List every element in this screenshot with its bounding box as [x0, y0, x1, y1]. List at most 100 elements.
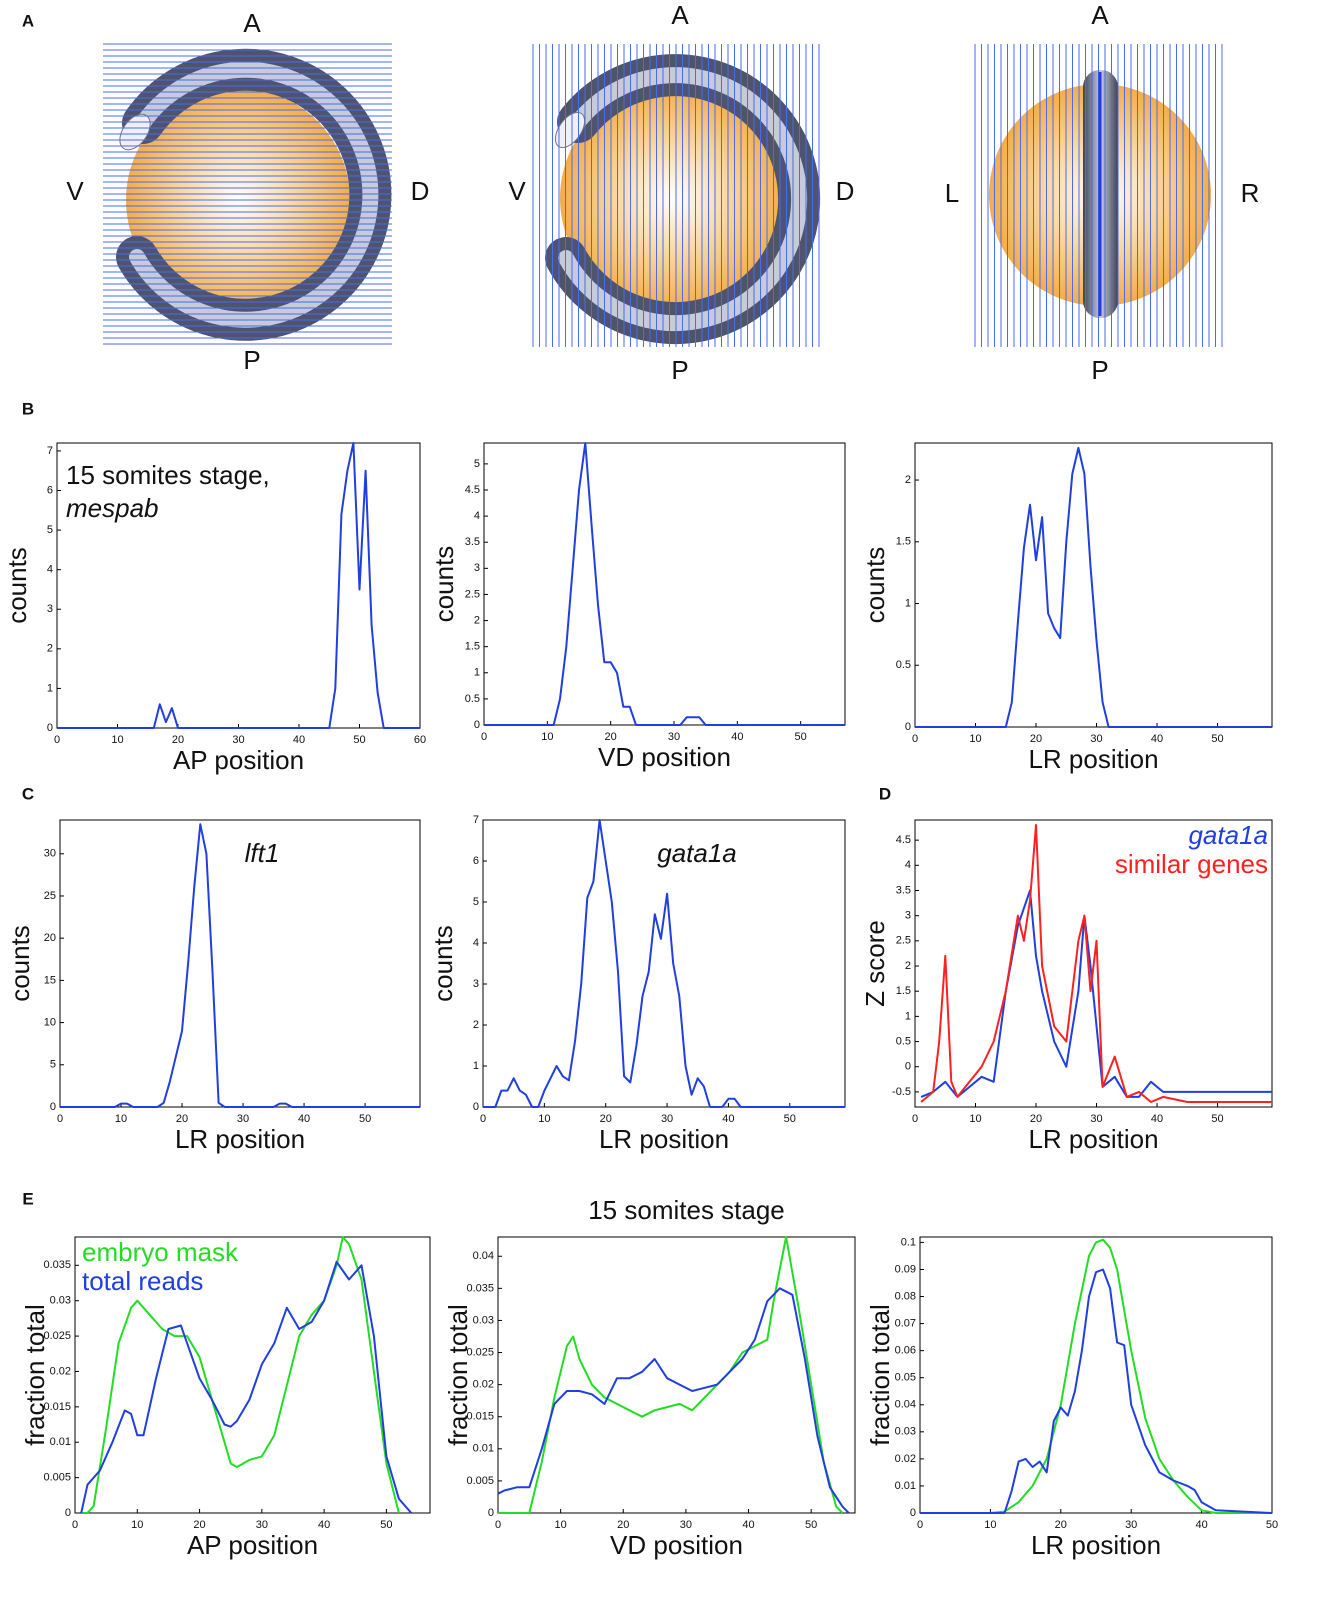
x-tick-label: 30	[237, 1113, 249, 1125]
x-tick-label: 10	[538, 1113, 550, 1125]
x-tick-label: 30	[256, 1519, 268, 1531]
data-line	[920, 1268, 1273, 1514]
x-tick-label: 0	[917, 1519, 923, 1531]
data-line	[57, 442, 420, 729]
y-tick-label: 0.02	[50, 1365, 71, 1377]
annotation: mespab	[66, 493, 159, 523]
y-tick-label: 5	[474, 458, 480, 470]
x-tick-label: 40	[293, 734, 305, 746]
y-tick-label: 0.03	[50, 1295, 71, 1307]
y-tick-label: 0.015	[466, 1411, 494, 1423]
x-tick-label: 0	[54, 734, 60, 746]
x-tick-label: 0	[912, 733, 918, 745]
x-tick-label: 40	[1151, 733, 1163, 745]
x-tick-label: 50	[795, 731, 807, 743]
y-tick-label: 4	[47, 564, 53, 576]
y-tick-label: 0	[65, 1507, 71, 1519]
x-tick-label: 30	[680, 1519, 692, 1531]
data-line	[483, 819, 845, 1108]
legend-entry: total reads	[82, 1266, 203, 1296]
y-tick-label: 0.005	[466, 1475, 494, 1487]
y-tick-label: 3	[905, 910, 911, 922]
y-tick-label: 0	[910, 1507, 916, 1519]
y-tick-label: 0.03	[895, 1426, 916, 1438]
x-tick-label: 30	[668, 731, 680, 743]
x-tick-label: 30	[661, 1113, 673, 1125]
y-tick-label: 6	[473, 855, 479, 867]
x-tick-label: 10	[969, 733, 981, 745]
x-tick-label: 50	[359, 1113, 371, 1125]
y-tick-label: 0.01	[895, 1480, 916, 1492]
panel-label: E	[22, 1189, 33, 1208]
axes-frame	[914, 819, 1273, 1108]
annotation: gata1a	[657, 838, 737, 868]
y-tick-label: 1	[47, 682, 53, 694]
y-tick-label: 0.005	[43, 1472, 71, 1484]
x-tick-label: 40	[318, 1519, 330, 1531]
y-tick-label: 0	[488, 1507, 494, 1519]
panel-label: B	[22, 399, 34, 418]
x-tick-label: 40	[742, 1519, 754, 1531]
annotation: 15 somites stage,	[66, 460, 270, 490]
y-tick-label: 0	[474, 719, 480, 731]
legend-entry: embryo mask	[82, 1237, 239, 1267]
y-tick-label: 20	[44, 932, 56, 944]
chart-title: 15 somites stage	[588, 1195, 785, 1225]
y-axis-label: fraction total	[20, 1304, 50, 1446]
orientation-label: A	[671, 0, 689, 30]
axes-frame	[483, 442, 846, 726]
data-line	[81, 1236, 400, 1514]
y-tick-label: 7	[473, 814, 479, 826]
y-tick-label: 0	[905, 1061, 911, 1073]
y-tick-label: 0	[47, 722, 53, 734]
x-tick-label: 40	[722, 1113, 734, 1125]
y-tick-label: 2.5	[896, 935, 911, 947]
legend-entry: similar genes	[1115, 849, 1268, 879]
y-tick-label: 0.04	[473, 1250, 494, 1262]
y-tick-label: 5	[50, 1059, 56, 1071]
data-line	[920, 1238, 1272, 1514]
x-tick-label: 10	[111, 734, 123, 746]
orientation-label: P	[1091, 355, 1108, 385]
orientation-label: L	[945, 178, 959, 208]
data-line	[498, 1236, 844, 1514]
legend-entry: gata1a	[1188, 820, 1268, 850]
x-tick-label: 0	[481, 731, 487, 743]
x-axis-label: AP position	[187, 1530, 318, 1560]
y-tick-label: 4.5	[896, 834, 911, 846]
y-tick-label: 0.025	[466, 1346, 494, 1358]
x-tick-label: 40	[1195, 1519, 1207, 1531]
y-tick-label: 0.1	[901, 1236, 916, 1248]
y-tick-label: 0.015	[43, 1401, 71, 1413]
x-axis-label: LR position	[1031, 1530, 1161, 1560]
x-tick-label: 50	[1211, 733, 1223, 745]
y-axis-label: Z score	[860, 920, 890, 1007]
axes-frame	[497, 1236, 856, 1514]
x-tick-label: 20	[617, 1519, 629, 1531]
y-tick-label: 0.05	[895, 1372, 916, 1384]
y-tick-label: 25	[44, 890, 56, 902]
y-tick-label: 0.02	[473, 1379, 494, 1391]
x-tick-label: 0	[480, 1113, 486, 1125]
data-line	[497, 1287, 850, 1514]
data-line	[80, 1260, 413, 1514]
y-tick-label: 0	[473, 1101, 479, 1113]
y-tick-label: 7	[47, 445, 53, 457]
y-tick-label: 1	[905, 1010, 911, 1022]
y-axis-label: counts	[5, 925, 35, 1002]
x-tick-label: 20	[600, 1113, 612, 1125]
x-tick-label: 0	[912, 1113, 918, 1125]
x-tick-label: 20	[1055, 1519, 1067, 1531]
y-tick-label: 3	[474, 562, 480, 574]
x-tick-label: 30	[1125, 1519, 1137, 1531]
panel-label: A	[22, 11, 34, 30]
x-tick-label: 50	[1211, 1113, 1223, 1125]
orientation-label: V	[508, 176, 526, 206]
y-tick-label: 1	[905, 597, 911, 609]
y-tick-label: 1.5	[896, 536, 911, 548]
annotation: lft1	[245, 838, 280, 868]
x-tick-label: 30	[232, 734, 244, 746]
y-tick-label: 2	[473, 1019, 479, 1031]
x-tick-label: 20	[605, 731, 617, 743]
